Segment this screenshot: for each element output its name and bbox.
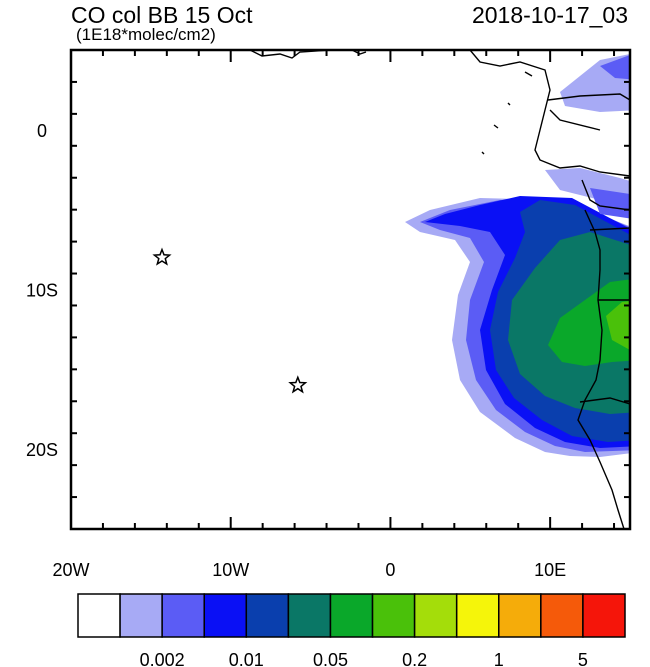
plume-layer-green [548,279,630,366]
axis-ticks [70,49,630,530]
colorbar-box [161,593,205,638]
colorbar-box [77,593,121,638]
plume-layer-coast-blue [590,188,630,219]
co-plume [405,54,630,457]
x-tick-label: 0 [385,560,395,580]
colorbar-box [455,593,500,638]
x-tick-label: 10E [534,560,566,580]
star-marker [152,247,172,266]
colorbar-box [203,593,248,638]
plume-layer-north-blue [600,55,630,80]
x-axis-labels: 20W 10W 0 10E [52,560,566,580]
colorbar-label: 0.002 [140,650,185,667]
y-tick-label: 20S [26,440,58,460]
x-tick-label: 10W [212,560,249,580]
colorbar-box [498,593,542,638]
coastline [249,50,630,529]
station-markers [152,247,308,394]
colorbar-box [413,593,458,638]
units-label: (1E18*molec/cm2) [76,25,216,44]
colorbar-box [582,593,626,638]
x-tick-label: 20W [52,560,89,580]
timestamp-label: 2018-10-17_03 [471,2,628,28]
colorbar-label: 0.2 [402,650,427,667]
plot-frame [69,48,632,531]
colorbar-label: 5 [578,650,588,667]
colorbar-label: 0.01 [229,650,264,667]
y-axis-labels: 0 10S 20S [26,121,58,460]
colorbar-box [245,593,290,638]
colorbar [77,593,626,638]
colorbar-box [371,593,416,638]
star-marker [288,375,308,394]
map-title: CO col BB 15 Oct [71,2,253,28]
colorbar-box [329,593,374,638]
y-tick-label: 0 [37,121,47,141]
colorbar-box [540,593,584,638]
colorbar-label: 0.05 [313,650,348,667]
colorbar-box [287,593,332,638]
colorbar-label: 1 [494,650,504,667]
colorbar-box [119,593,163,638]
y-tick-label: 10S [26,281,58,301]
colorbar-labels: 0.002 0.01 0.05 0.2 1 5 [140,650,588,667]
